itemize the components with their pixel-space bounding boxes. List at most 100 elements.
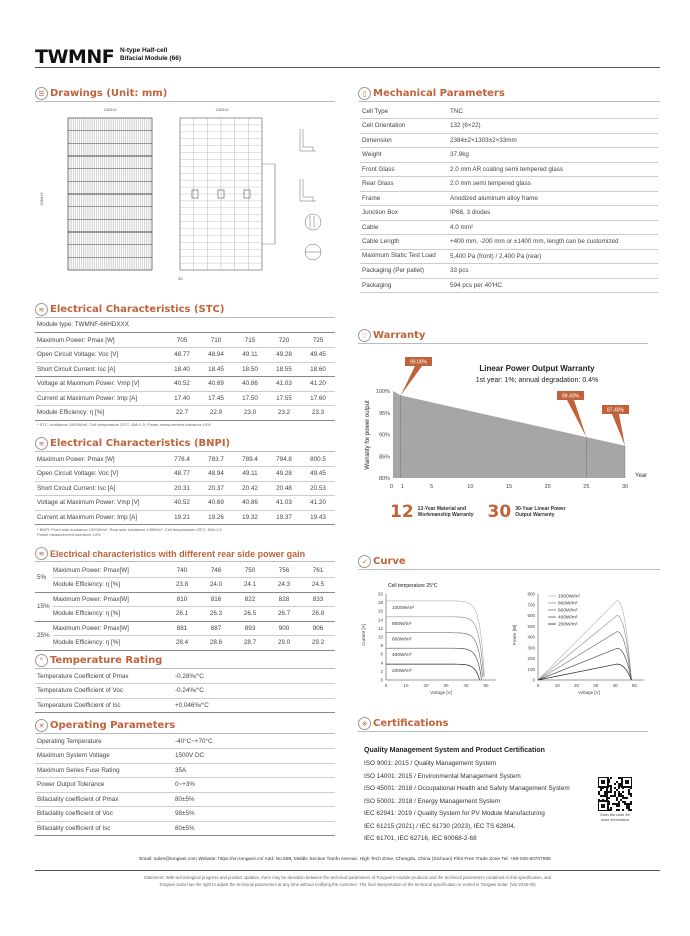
y-tick-label: 300	[527, 645, 535, 650]
row-value: 5,400 Pa (front) / 2,400 Pa (rear)	[450, 249, 658, 264]
series-label: 400W/m²	[392, 652, 412, 658]
table-row: Maximum System Voltage 1500V DC	[35, 748, 335, 764]
qr-code[interactable]	[598, 777, 632, 811]
qr-module	[610, 777, 612, 779]
divider	[35, 67, 660, 68]
table-row: Voltage at Maximum Power: Vmp [V] 40.52 40…	[35, 376, 335, 392]
cell-value: 17.50	[233, 391, 267, 406]
caption-line: Scan the code for	[600, 813, 630, 817]
table-row: Cable 4.0 mm²	[360, 220, 658, 235]
cell-value: 40.52	[165, 495, 199, 511]
cell-value: 17.55	[267, 391, 301, 406]
stc-table: Maximum Power: Pmax [W] 705 710 715 720 725 Op…	[35, 333, 335, 421]
row-label: Module Efficiency: η [%]	[53, 635, 165, 651]
legend-label: 600W/m²	[558, 608, 578, 614]
rear-gain-table: 5% Maximum Power: Pmax[W] 740 746 750 756 761 M…	[35, 563, 335, 651]
cell-value: 26.8	[301, 606, 335, 622]
back-view-drawing	[179, 117, 276, 271]
table-row: Operating Temperature -40°C~+70°C	[35, 734, 335, 749]
x-tick-label: 20	[423, 683, 429, 688]
x-axis-label: Voltage [V]	[430, 690, 452, 695]
qr-module	[610, 807, 612, 809]
annotation-pointer	[400, 366, 422, 396]
qr-module	[618, 783, 620, 785]
junction-box	[243, 189, 251, 199]
row-value: -0.28%/°C	[175, 669, 335, 684]
cell-value: 26.3	[199, 606, 233, 622]
row-label: Maximum Power: Pmax[W]	[53, 563, 165, 578]
row-label: Temperature Coefficient of Voc	[35, 683, 175, 699]
qr-module	[622, 809, 624, 811]
row-label: Frame	[360, 191, 450, 206]
row-label: Module Efficiency: η [%]	[53, 577, 165, 593]
cell-value: 24.1	[233, 577, 267, 593]
x-tick-label: 0	[385, 683, 388, 688]
qr-module	[614, 783, 616, 785]
badge-line: Output Warranty	[515, 512, 555, 518]
annotation-pointer	[612, 414, 625, 446]
x-tick-label: 10	[467, 484, 473, 490]
statement-line: Statement: With technological progress a…	[143, 875, 552, 880]
cell-value: 740	[165, 563, 199, 578]
junction-box	[217, 189, 225, 199]
rear-gain-heading: ≋ Electrical characteristics with differe…	[35, 547, 335, 562]
cell-value: 22.7	[165, 405, 199, 421]
x-tick-label: 30	[593, 683, 599, 688]
row-value: 594 pcs per 40'HC	[450, 278, 658, 293]
row-value: 0~+3%	[175, 777, 335, 793]
y-tick-label: 4	[380, 660, 383, 665]
footer-contact: Email: sales@tongwei.com Website: https:…	[139, 857, 551, 862]
qr-module	[598, 793, 600, 795]
electric-icon: ≋	[35, 547, 48, 560]
heading-text: Drawings (Unit: mm)	[50, 88, 168, 99]
cell-value: 29.0	[267, 635, 301, 651]
qr-module	[612, 795, 614, 797]
x-tick-label: 10	[403, 683, 409, 688]
row-label: Weight	[360, 147, 450, 163]
table-row: Short Circuit Current: Isc [A] 18.40 18.45…	[35, 362, 335, 377]
cell-value: 18.40	[165, 362, 199, 377]
cell-value: 48.77	[165, 347, 199, 363]
legend-label: 1000W/m²	[558, 594, 581, 600]
row-value: 4.0 mm²	[450, 220, 658, 235]
width-dimension: 1303±2	[103, 107, 117, 112]
row-label: Cell Orientation	[360, 118, 450, 134]
qr-module	[614, 803, 616, 805]
pv-series-line	[537, 615, 632, 681]
temperature-table: Temperature Coefficient of Pmax -0.28%/°C…	[35, 669, 335, 713]
mechanical-table: Cell Type TNC Cell Orientation 132 (6×22) Di…	[360, 104, 658, 293]
y-tick-label: 0	[380, 678, 383, 683]
row-label: Cell Type	[360, 104, 450, 119]
row-value: 132 (6×22)	[450, 118, 658, 134]
row-value: -40°C~+70°C	[175, 734, 335, 749]
x-tick-label: 40	[613, 683, 619, 688]
cell-value: 26.5	[233, 606, 267, 622]
cell-value: 41.20	[301, 495, 335, 511]
qr-module	[610, 795, 612, 797]
x-tick-label: 20	[545, 484, 551, 490]
qr-module	[610, 809, 612, 811]
table-row: Weight 37.9kg	[360, 147, 658, 163]
qr-module	[606, 795, 608, 797]
qr-module	[624, 797, 626, 799]
divider	[35, 332, 335, 333]
heading-text: Curve	[373, 556, 406, 567]
curve-heading: ✓ Curve	[358, 555, 660, 570]
series-label: 200W/m²	[392, 668, 412, 674]
cell-value: 19.26	[199, 510, 233, 525]
table-row: Packaging (Per pallet) 33 pcs	[360, 263, 658, 279]
cell-value: 18.60	[301, 362, 335, 377]
table-row: Temperature Coefficient of Voc -0.24%/°C	[35, 683, 335, 699]
qr-module	[630, 793, 632, 795]
qr-module	[618, 809, 620, 811]
qr-module	[622, 797, 624, 799]
cell-value: 816	[199, 592, 233, 607]
qr-module	[628, 789, 630, 791]
iv-series-line	[386, 632, 483, 677]
qr-module	[618, 803, 620, 805]
qr-module	[614, 795, 616, 797]
y-tick-label: 800	[527, 592, 535, 597]
row-label: Bifaciality coefficient of Isc	[35, 821, 175, 836]
cell-value: 756	[267, 563, 301, 578]
qr-module	[604, 793, 606, 795]
